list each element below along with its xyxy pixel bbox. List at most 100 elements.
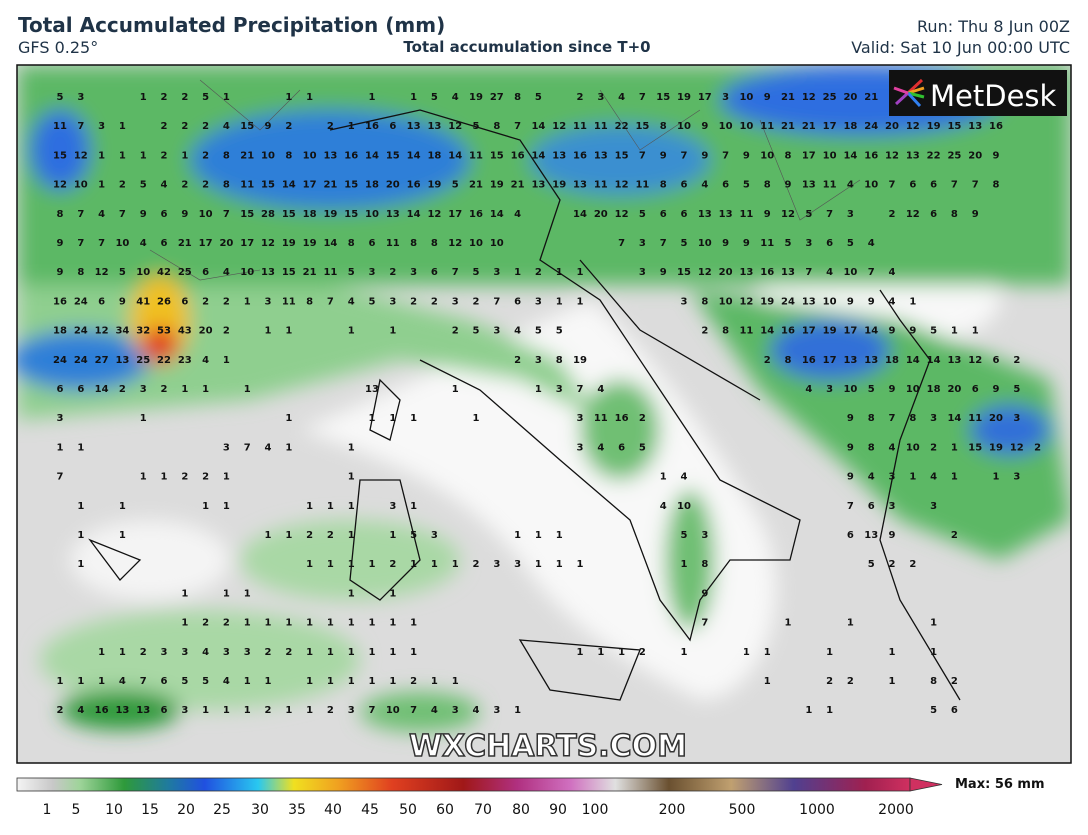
grid-value: 2 [535, 267, 542, 278]
grid-value: 10 [719, 121, 733, 132]
grid-value: 3 [369, 267, 376, 278]
grid-value: 6 [930, 209, 937, 220]
grid-value: 2 [202, 296, 209, 307]
grid-value: 5 [556, 326, 563, 337]
grid-value: 6 [161, 705, 168, 716]
grid-value: 10 [303, 150, 317, 161]
grid-value: 2 [285, 647, 292, 658]
grid-value: 1 [327, 501, 334, 512]
grid-value: 2 [764, 355, 771, 366]
grid-value: 2 [306, 530, 313, 541]
grid-value: 11 [53, 121, 67, 132]
grid-value: 1 [909, 296, 916, 307]
grid-value: 2 [847, 676, 854, 687]
grid-value: 9 [57, 267, 64, 278]
grid-value: 1 [202, 501, 209, 512]
grid-value: 1 [369, 413, 376, 424]
grid-value: 1 [98, 676, 105, 687]
map: 5 3 1 2 2 5 1 1 1 1 1 5 4 19 27 8 5 2 3 4 7 15 19 17 3 10 9 21 12 25 2… [17, 65, 1071, 763]
grid-value: 16 [864, 150, 878, 161]
grid-value: 8 [556, 355, 563, 366]
grid-value: 13 [864, 530, 878, 541]
grid-value: 7 [889, 413, 896, 424]
grid-value: 2 [889, 559, 896, 570]
grid-value: 4 [223, 676, 230, 687]
grid-value: 9 [743, 238, 750, 249]
grid-value: 6 [681, 180, 688, 191]
colorbar-label: 15 [141, 802, 159, 818]
grid-value: 19 [490, 180, 504, 191]
grid-value: 10 [739, 92, 753, 103]
grid-value: 2 [327, 121, 334, 132]
grid-value: 8 [431, 238, 438, 249]
grid-value: 2 [202, 121, 209, 132]
grid-value: 19 [469, 92, 483, 103]
grid-value: 1 [140, 413, 147, 424]
grid-value: 9 [847, 442, 854, 453]
logo-box [889, 70, 1067, 116]
grid-value: 8 [660, 180, 667, 191]
grid-value: 19 [552, 180, 566, 191]
grid-value: 34 [115, 326, 129, 337]
grid-value: 16 [95, 705, 109, 716]
grid-value: 4 [514, 326, 521, 337]
grid-value: 9 [847, 472, 854, 483]
grid-value: 1 [223, 472, 230, 483]
grid-value: 1 [348, 501, 355, 512]
grid-value: 8 [868, 442, 875, 453]
grid-value: 1 [535, 559, 542, 570]
grid-value: 7 [493, 296, 500, 307]
grid-value: 8 [285, 150, 292, 161]
grid-value: 4 [202, 647, 209, 658]
grid-value: 5 [473, 267, 480, 278]
grid-value: 6 [826, 238, 833, 249]
grid-value: 11 [739, 326, 753, 337]
grid-value: 4 [889, 442, 896, 453]
grid-value: 3 [452, 296, 459, 307]
watermark: WXCHARTS.COM [409, 729, 687, 764]
grid-value: 17 [823, 121, 837, 132]
grid-value: 20 [719, 267, 733, 278]
grid-value: 21 [469, 180, 483, 191]
grid-value: 2 [639, 647, 646, 658]
grid-value: 5 [805, 209, 812, 220]
grid-value: 3 [889, 472, 896, 483]
grid-value: 2 [223, 618, 230, 629]
grid-value: 1 [410, 413, 417, 424]
grid-value: 3 [701, 530, 708, 541]
grid-value: 2 [161, 92, 168, 103]
grid-value: 5 [473, 121, 480, 132]
grid-value: 22 [615, 121, 629, 132]
grid-value: 10 [240, 267, 254, 278]
grid-value: 20 [968, 150, 982, 161]
grid-value: 1 [77, 559, 84, 570]
grid-value: 13 [739, 267, 753, 278]
grid-value: 6 [847, 530, 854, 541]
grid-value: 7 [223, 209, 230, 220]
grid-value: 1 [785, 618, 792, 629]
grid-value: 2 [57, 705, 64, 716]
grid-value: 12 [615, 180, 629, 191]
grid-value: 6 [868, 501, 875, 512]
grid-value: 11 [594, 121, 608, 132]
grid-value: 5 [930, 705, 937, 716]
grid-value: 16 [573, 150, 587, 161]
grid-value: 13 [906, 150, 920, 161]
grid-value: 2 [889, 209, 896, 220]
grid-value: 1 [327, 559, 334, 570]
grid-value: 6 [951, 705, 958, 716]
colorbar-arrow [909, 777, 943, 792]
grid-value: 4 [161, 180, 168, 191]
grid-value: 10 [906, 384, 920, 395]
grid-value: 15 [490, 150, 504, 161]
grid-value: 8 [951, 209, 958, 220]
grid-value: 5 [348, 267, 355, 278]
grid-value: 2 [202, 618, 209, 629]
grid-value: 1 [181, 588, 188, 599]
grid-value: 10 [74, 180, 88, 191]
grid-value: 2 [161, 121, 168, 132]
grid-value: 12 [74, 150, 88, 161]
colorbar-label: 35 [288, 802, 306, 818]
grid-value: 1 [348, 618, 355, 629]
